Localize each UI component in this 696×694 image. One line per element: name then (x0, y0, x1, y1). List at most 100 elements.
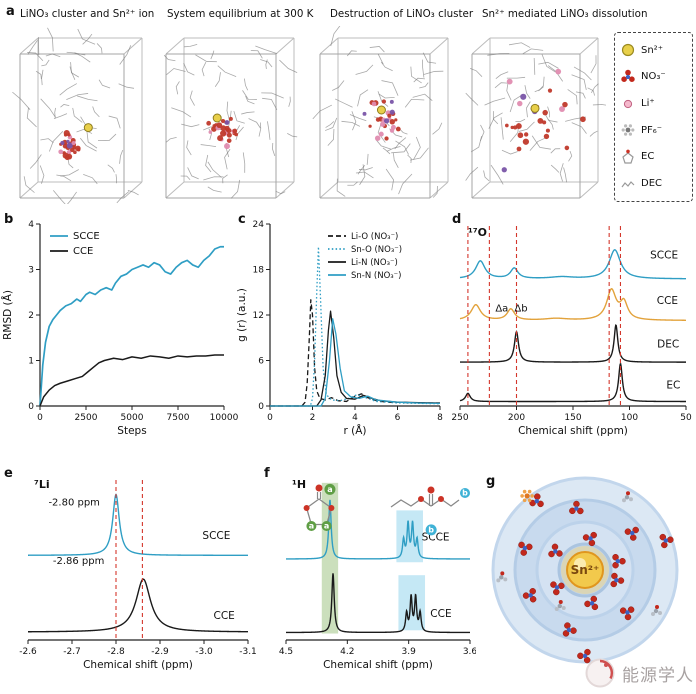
solvent-stick (287, 133, 298, 138)
solvent-stick (66, 93, 89, 101)
solvent-stick (183, 62, 195, 76)
solvent-stick (217, 65, 237, 78)
solvent-stick (265, 59, 268, 70)
cluster-atom (389, 109, 395, 115)
solvent-stick (260, 59, 273, 68)
nitrate-molecule (659, 533, 674, 549)
circle-shape (659, 533, 667, 541)
x-tick-label: 3.6 (463, 647, 476, 657)
solvent-stick (205, 154, 212, 173)
trace-label-SCCE: SCCE (202, 530, 230, 542)
solvent-stick (86, 128, 98, 149)
circle-shape (529, 499, 536, 507)
x-axis-label: r (Å) (343, 424, 366, 437)
solvent-stick (72, 107, 83, 123)
solvent-stick (250, 50, 263, 59)
solvent-stick (207, 161, 222, 178)
panel-label-f: f (264, 466, 270, 481)
c-legend: Li-O (NO₃⁻) Sn-O (NO₃⁻) Li-N (NO₃⁻) Sn-N (N… (328, 232, 402, 281)
solvent-stick (533, 58, 536, 75)
circle-shape (584, 648, 591, 656)
cluster-atom (542, 120, 547, 125)
solvent-stick (79, 137, 97, 152)
cluster-atom (224, 120, 230, 125)
nitrate-molecule (612, 553, 626, 569)
circle-shape (553, 549, 558, 554)
cluster-atom (395, 126, 401, 132)
solvent-stick (83, 174, 98, 185)
circle-shape (624, 495, 630, 500)
circle-shape (553, 588, 560, 596)
li7-nmr-chart: -2.6 -2.7 -2.8 -2.9 -3.0 -3.1 Chemical shift (… (19, 480, 257, 671)
solvent-stick (82, 33, 93, 45)
nitrate-molecule (610, 572, 625, 588)
solvent-stick (410, 66, 422, 84)
solvent-stick (347, 181, 358, 186)
solvent-stick (526, 101, 531, 118)
cluster-atom (63, 133, 68, 137)
solvent-stick (195, 54, 217, 63)
legend-label-sn: Sn²⁺ (641, 44, 663, 56)
solvent-molecule (554, 600, 566, 612)
circle-shape (653, 608, 659, 614)
circle-shape (658, 611, 663, 615)
proton-b-badge (460, 488, 470, 498)
solvent-stick (349, 114, 367, 122)
solvent-stick (226, 101, 231, 122)
cluster-atom (368, 124, 372, 128)
solvent-stick (391, 143, 411, 154)
solvent-stick (116, 191, 130, 204)
trace-label-CCE: CCE (430, 608, 451, 620)
circle-shape (520, 494, 524, 498)
solvent-stick (261, 92, 284, 99)
simulation-snapshot (163, 37, 298, 199)
solvent-stick (547, 65, 564, 82)
cluster-atom (374, 135, 381, 141)
solvent-stick (359, 164, 366, 186)
solvent-stick (175, 81, 180, 95)
lithium-ion-icon (623, 99, 633, 108)
legend-entry: CCE (73, 246, 93, 257)
circle-shape (518, 541, 525, 549)
solvent-molecule (651, 605, 663, 616)
solvent-stick (385, 168, 394, 191)
solvent-stick (272, 143, 276, 157)
cluster-atom (71, 141, 76, 146)
x-tick-label: 0 (267, 413, 273, 423)
x-tick-label: -2.9 (151, 647, 169, 657)
circle-shape (624, 528, 632, 535)
solvent-stick (262, 97, 278, 110)
circle-shape (663, 538, 669, 543)
solvent-stick (559, 163, 564, 182)
solvent-stick (35, 70, 42, 80)
solvent-stick (377, 53, 384, 65)
legend-item-dec: DEC (620, 176, 687, 192)
x-tick-label: 4.5 (279, 647, 293, 657)
box-edge (471, 37, 491, 55)
solvent-stick (115, 174, 117, 184)
solvent-stick (422, 59, 425, 78)
solvent-stick (509, 94, 523, 113)
x-tick-label: 2 (310, 413, 316, 423)
solvent-stick (500, 117, 504, 140)
cluster-atom (220, 125, 227, 132)
cluster-atom (394, 118, 398, 122)
solvation-schematic (491, 476, 679, 664)
solvent-stick (200, 144, 217, 148)
cluster-atom (208, 130, 213, 134)
legend-entry: Sn-O (NO₃⁻) (351, 245, 402, 255)
solvent-stick (41, 59, 50, 67)
cluster-atom (555, 68, 562, 75)
solvent-stick (279, 59, 298, 73)
circle-shape (530, 494, 534, 498)
circle-shape (591, 603, 599, 611)
cluster-atom (206, 120, 212, 126)
solvent-stick (208, 128, 213, 141)
solvent-stick (351, 111, 357, 131)
solvent-stick (382, 147, 391, 155)
solvent-stick (332, 80, 345, 91)
solvent-stick (571, 74, 587, 91)
trace-label-SCCE: SCCE (650, 250, 678, 262)
solvent-stick (395, 140, 409, 155)
solvent-stick (378, 93, 395, 99)
